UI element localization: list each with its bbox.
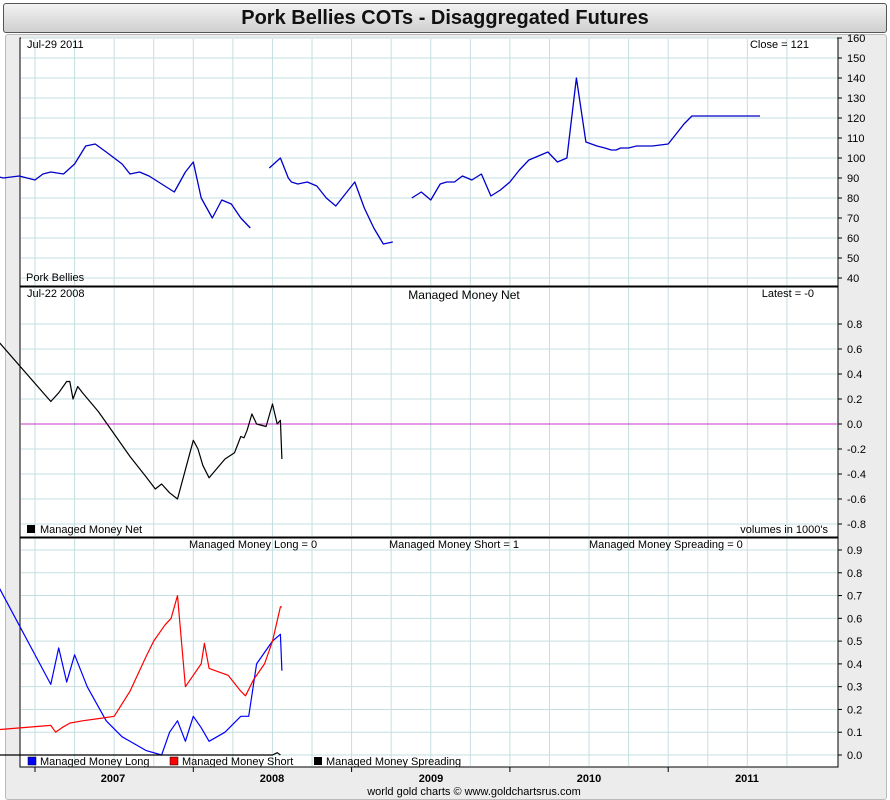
y-tick-label: 150: [847, 53, 865, 65]
y-tick-label: 80: [847, 193, 859, 205]
title-bar: Pork Bellies COTs - Disaggregated Future…: [3, 3, 887, 33]
short-legend-swatch: [169, 756, 179, 766]
long-value-label: Managed Money Long = 0: [189, 539, 317, 551]
long-legend-label: Managed Money Long: [40, 756, 149, 768]
net-latest-label: Latest = -0: [762, 288, 814, 300]
y-tick-label: -0.8: [847, 519, 866, 531]
y-tick-label: 0.3: [847, 682, 862, 694]
spreading-legend-label: Managed Money Spreading: [326, 756, 461, 768]
y-tick-label: 60: [847, 233, 859, 245]
price-series-label: Pork Bellies: [26, 272, 85, 284]
price-series-line: [0, 77, 760, 245]
y-tick-label: 0.2: [847, 394, 862, 406]
spreading-series-line: [0, 752, 281, 756]
y-tick-label: 110: [847, 133, 865, 145]
y-tick-label: 0.2: [847, 704, 862, 716]
y-tick-label: 140: [847, 73, 865, 85]
y-tick-label: 100: [847, 153, 865, 165]
net-date-label: Jul-22 2008: [27, 288, 85, 300]
y-tick-label: 70: [847, 213, 859, 225]
y-tick-label: 0.8: [847, 319, 862, 331]
y-tick-label: 0.9: [847, 545, 862, 557]
y-tick-label: 120: [847, 113, 865, 125]
y-tick-label: -0.6: [847, 494, 866, 506]
y-tick-label: 130: [847, 93, 865, 105]
y-tick-label: -0.4: [847, 469, 866, 481]
y-tick-label: 40: [847, 273, 859, 285]
y-tick-label: 0.1: [847, 727, 862, 739]
net-legend-label: Managed Money Net: [40, 524, 142, 536]
spreading-value-label: Managed Money Spreading = 0: [589, 539, 743, 551]
positions-panel: [19, 537, 839, 768]
y-tick-label: -0.2: [847, 444, 866, 456]
y-tick-label: 0.8: [847, 568, 862, 580]
year-label: 2011: [735, 773, 759, 785]
volume-units-label: volumes in 1000's: [740, 524, 828, 536]
y-tick-label: 50: [847, 253, 859, 265]
year-label: 2007: [101, 773, 125, 785]
year-label: 2010: [577, 773, 601, 785]
net-panel-title: Managed Money Net: [408, 288, 520, 302]
net-legend-swatch: [27, 525, 35, 533]
short-value-label: Managed Money Short = 1: [389, 539, 519, 551]
price-date-label: Jul-29 2011: [27, 39, 84, 51]
y-tick-label: 0.4: [847, 659, 862, 671]
y-tick-label: 0.7: [847, 591, 862, 603]
long-series-line: [0, 588, 283, 756]
y-tick-label: 90: [847, 173, 859, 185]
y-tick-label: 0.6: [847, 344, 862, 356]
y-tick-label: 0.5: [847, 636, 862, 648]
footer-credit: world gold charts © www.goldchartsrus.co…: [366, 786, 581, 798]
net-panel: [19, 286, 839, 538]
long-legend-swatch: [27, 756, 37, 766]
y-tick-label: 0.0: [847, 419, 862, 431]
short-legend-label: Managed Money Short: [182, 756, 293, 768]
short-series-line: [0, 595, 282, 733]
y-tick-label: 0.6: [847, 613, 862, 625]
chart-title: Pork Bellies COTs - Disaggregated Future…: [241, 7, 649, 29]
year-label: 2008: [260, 773, 284, 785]
net-series-line: [0, 342, 283, 500]
price-close-label: Close = 121: [750, 39, 809, 51]
y-tick-label: 0.0: [847, 750, 862, 762]
price-panel: [19, 37, 839, 287]
y-tick-label: 160: [847, 33, 865, 45]
y-tick-label: 0.4: [847, 369, 862, 381]
year-label: 2009: [419, 773, 443, 785]
spreading-legend-swatch: [314, 757, 322, 765]
